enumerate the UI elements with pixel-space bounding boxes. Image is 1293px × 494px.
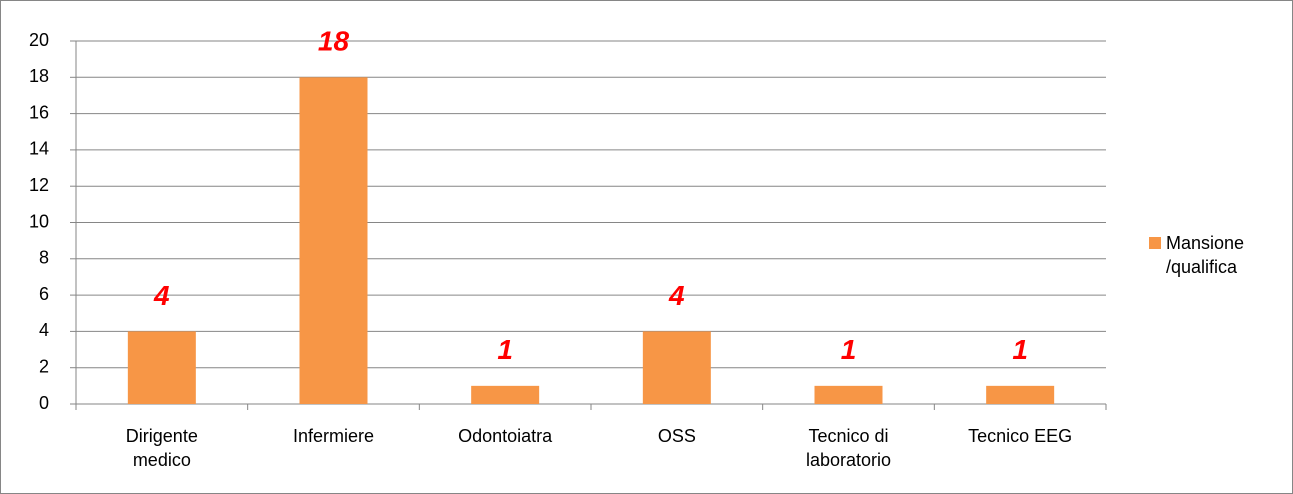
x-tick-label: OSS	[657, 426, 696, 446]
x-tick-label: Tecnico di laboratorio	[805, 426, 892, 470]
bar	[814, 385, 883, 404]
y-tick-label: 10	[29, 211, 49, 231]
x-tick-label: Odontoiatra	[458, 426, 553, 446]
y-tick-label: 12	[29, 175, 49, 195]
y-tick-label: 2	[39, 356, 49, 376]
bar	[299, 77, 368, 405]
y-tick-label: 20	[29, 30, 49, 50]
y-tick-label: 18	[29, 66, 49, 86]
y-tick-label: 4	[39, 320, 49, 340]
x-tick-label: Tecnico EEG	[968, 426, 1073, 446]
legend-label: Mansione /qualifica	[1166, 233, 1245, 277]
data-label: 4	[153, 280, 170, 311]
y-tick-label: 16	[29, 102, 49, 122]
bar	[642, 331, 711, 404]
data-label: 1	[1012, 334, 1028, 365]
data-label: 1	[497, 334, 513, 365]
x-tick-label: Infermiere	[292, 426, 375, 446]
y-tick-label: 6	[39, 284, 49, 304]
data-label: 4	[668, 280, 685, 311]
bar	[471, 385, 540, 404]
y-tick-label: 14	[29, 139, 49, 159]
legend-swatch	[1149, 237, 1161, 249]
y-tick-label: 8	[39, 248, 49, 268]
y-tick-label: 0	[39, 393, 49, 413]
data-label: 18	[318, 26, 350, 57]
bar	[986, 385, 1055, 404]
x-tick-label: Dirigente medico	[125, 426, 198, 470]
bar	[127, 331, 196, 404]
data-label: 1	[841, 334, 857, 365]
